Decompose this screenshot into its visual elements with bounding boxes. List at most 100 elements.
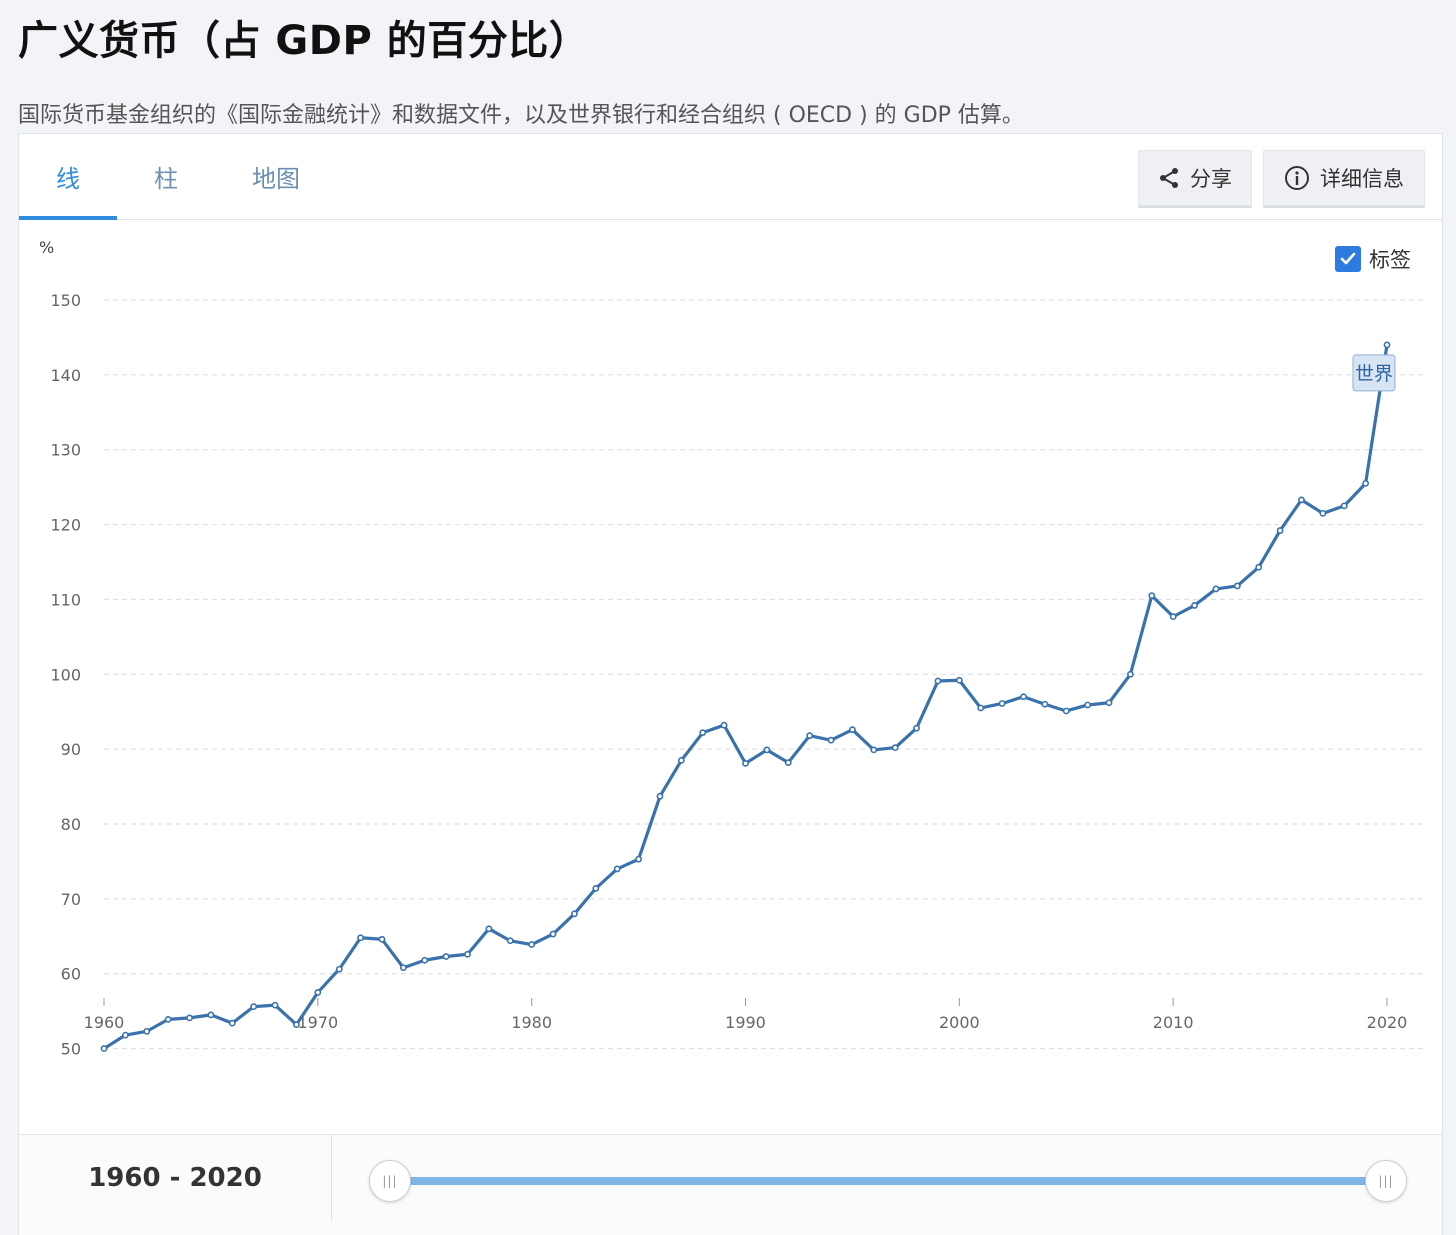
data-point [271, 1001, 279, 1009]
data-point [399, 964, 407, 972]
data-point [1127, 670, 1134, 678]
data-point [592, 884, 600, 892]
page-title: 广义货币（占 GDP 的百分比） [18, 18, 590, 64]
y-tick-label: 150 [50, 291, 81, 310]
data-point [143, 1027, 151, 1035]
data-point [1191, 602, 1198, 609]
x-tick-label: 1980 [511, 1013, 552, 1032]
y-tick-label: 110 [50, 590, 81, 609]
data-point [293, 1021, 300, 1029]
x-tick-label: 2000 [939, 1013, 980, 1032]
data-point [784, 759, 792, 767]
data-point [464, 950, 471, 958]
data-point [1169, 613, 1177, 621]
data-point [250, 1003, 258, 1011]
tab-bar: 线 柱 地图 分享 详 [19, 134, 1442, 220]
data-point [442, 953, 450, 960]
data-point [763, 746, 771, 754]
tab-map[interactable]: 地图 [252, 165, 300, 193]
tab-bar-chart[interactable]: 柱 [154, 165, 178, 193]
x-tick-label: 2020 [1367, 1013, 1408, 1032]
labels-toggle[interactable]: 标签 [1335, 244, 1411, 274]
y-tick-label: 80 [61, 815, 81, 834]
data-point [549, 930, 557, 938]
data-point [1084, 701, 1092, 709]
data-point [1298, 496, 1305, 504]
year-range-label: 1960 - 2020 [19, 1135, 332, 1221]
check-icon [1340, 252, 1356, 265]
data-point [699, 729, 707, 737]
data-point [742, 759, 749, 767]
data-point [1020, 693, 1027, 701]
data-point [378, 935, 386, 943]
range-slider-track[interactable] [391, 1177, 1385, 1185]
data-point [1041, 700, 1049, 708]
data-point [571, 910, 578, 918]
data-point [656, 792, 664, 800]
details-button[interactable]: 详细信息 [1263, 150, 1425, 206]
series-line [103, 344, 1389, 1050]
tab-line[interactable]: 线 [19, 134, 117, 220]
data-point [228, 1019, 236, 1027]
data-point [207, 1011, 215, 1019]
data-point [421, 956, 429, 964]
data-point [1212, 585, 1220, 593]
share-icon [1158, 167, 1180, 189]
data-point [720, 721, 728, 729]
data-point [677, 756, 685, 764]
y-tick-label: 100 [50, 665, 81, 684]
data-point [934, 677, 942, 685]
data-point [1383, 341, 1391, 349]
y-tick-label: 50 [61, 1040, 81, 1059]
y-tick-label: 90 [61, 740, 81, 759]
data-point [1340, 502, 1348, 510]
data-point [1319, 509, 1327, 517]
chart-card: 线 柱 地图 分享 详 [18, 133, 1443, 1235]
data-point [977, 704, 985, 712]
data-point [335, 965, 343, 973]
x-tick-label: 2010 [1153, 1013, 1194, 1032]
data-point [1362, 479, 1370, 487]
y-tick-label: 70 [61, 890, 81, 909]
data-point [849, 726, 856, 734]
line-chart: % 50 60 70 80 90 100 110 120 130 140 150 1960 1970 198… [39, 238, 1424, 1059]
data-point [100, 1045, 108, 1052]
range-slider-end-handle[interactable]: ||| [1365, 1160, 1407, 1202]
data-point [357, 934, 364, 942]
data-point [186, 1014, 193, 1022]
info-icon [1284, 165, 1310, 191]
data-point [891, 744, 899, 752]
labels-checkbox[interactable] [1335, 246, 1361, 272]
range-slider-start-handle[interactable]: ||| [369, 1160, 411, 1202]
data-point [827, 736, 835, 744]
y-tick-label: 140 [50, 366, 81, 385]
data-point [528, 941, 536, 948]
x-tick-label: 1990 [725, 1013, 766, 1032]
data-point [121, 1031, 129, 1039]
data-point [955, 676, 963, 684]
series-label: 世界 [1355, 363, 1393, 385]
labels-toggle-label: 标签 [1369, 248, 1411, 272]
y-tick-label: 130 [50, 441, 81, 460]
data-point [314, 989, 322, 996]
details-label: 详细信息 [1320, 167, 1404, 191]
data-point [485, 925, 493, 933]
x-tick-label: 1960 [84, 1013, 125, 1032]
share-button[interactable]: 分享 [1138, 150, 1252, 206]
y-tick-label: 120 [50, 516, 81, 535]
data-point [1276, 527, 1284, 534]
data-point [635, 855, 642, 863]
data-point [506, 937, 514, 945]
data-point [1105, 699, 1113, 707]
x-tick-label: 1970 [297, 1013, 338, 1032]
data-point [1148, 592, 1156, 600]
data-point [806, 732, 814, 740]
data-point [1233, 582, 1241, 590]
data-point [913, 724, 920, 732]
y-tick-label: 60 [61, 965, 81, 984]
page-subtitle: 国际货币基金组织的《国际金融统计》和数据文件，以及世界银行和经合组织 ( OEC… [18, 103, 1024, 128]
data-point [1062, 707, 1070, 715]
range-footer: 1960 - 2020 ||| ||| [19, 1134, 1442, 1235]
data-point [1255, 563, 1263, 571]
y-axis-unit-label: % [39, 238, 54, 257]
